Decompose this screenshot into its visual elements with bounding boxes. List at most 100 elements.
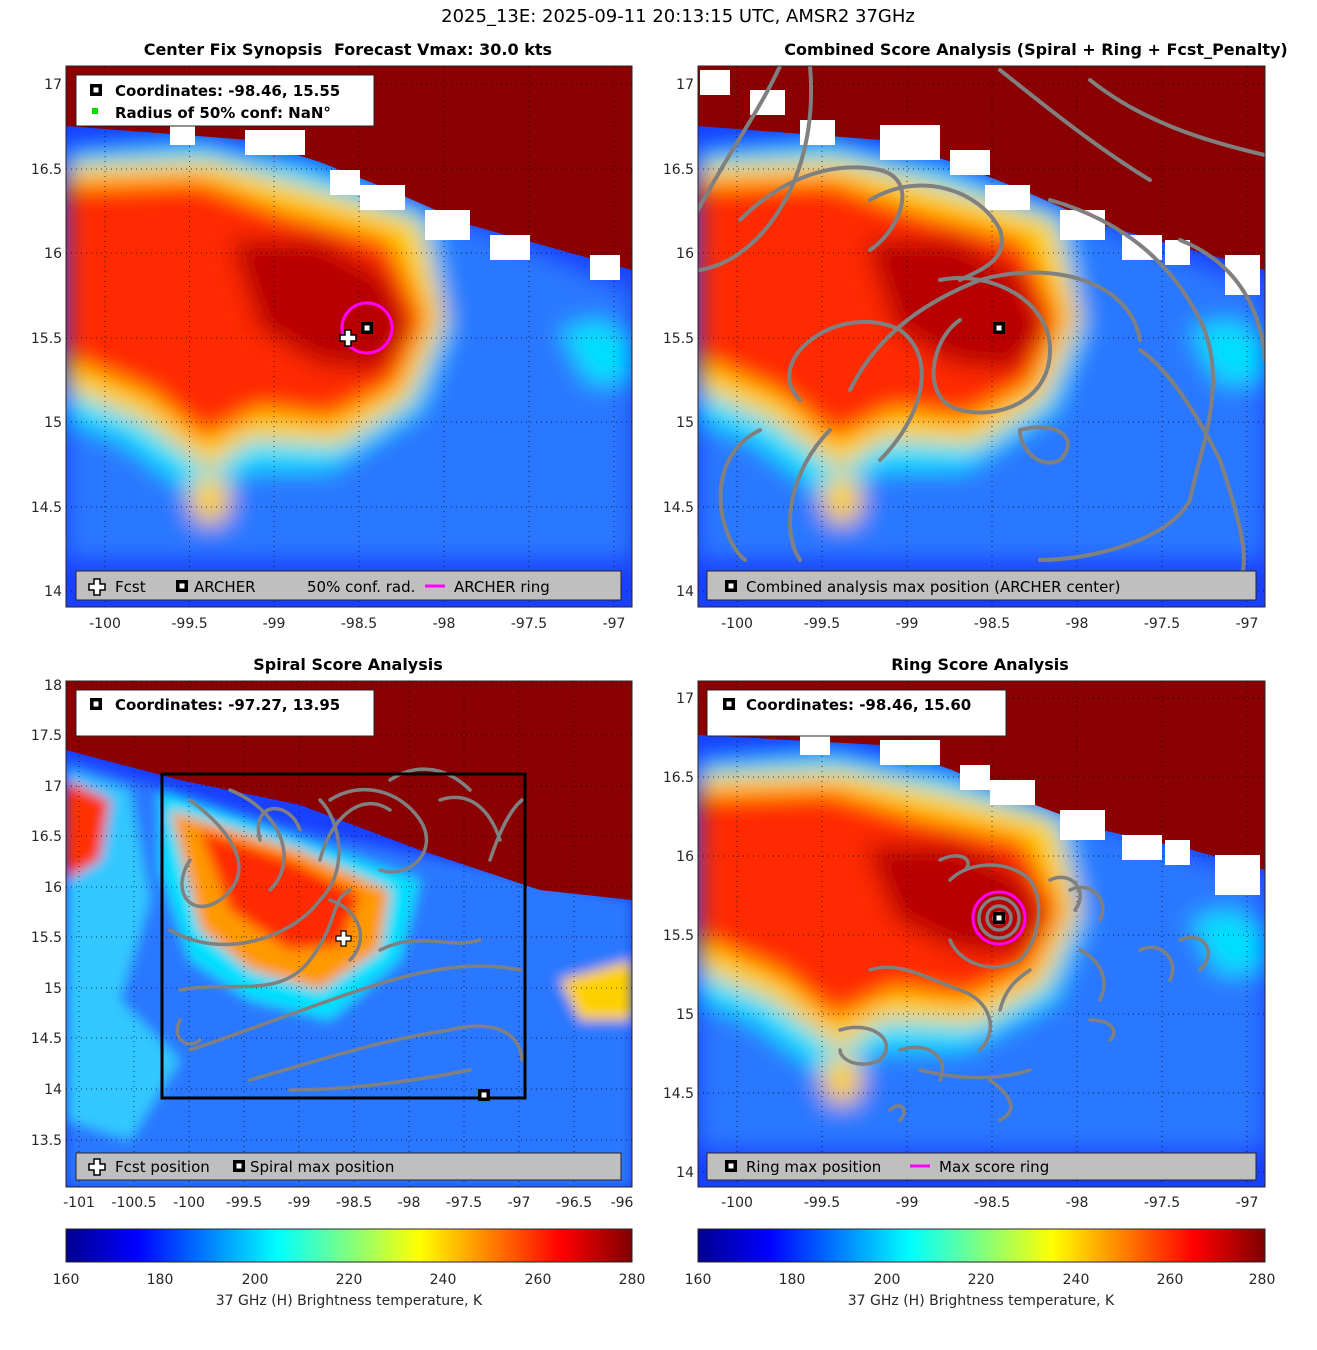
colorbar-tick: 260: [1157, 1272, 1184, 1288]
spiral-xtick: -97.5: [446, 1195, 482, 1211]
ring-xtick: -98.5: [974, 1195, 1010, 1211]
synopsis-ytick: 15: [44, 415, 62, 431]
ring-coordinates: Coordinates: -98.46, 15.60: [746, 696, 971, 714]
synopsis-xtick: -98: [433, 616, 456, 632]
synopsis-legend: Fcst ARCHER 50% conf. rad. ARCHER ring: [75, 570, 622, 601]
ring-contours: [838, 854, 1210, 1122]
synopsis-ytick: 14: [44, 584, 62, 600]
combined-ytick: 15.5: [663, 331, 694, 347]
combined-grid: [698, 66, 1265, 607]
spiral-search-box: [160, 772, 527, 1100]
spiral-xtick: -100: [173, 1195, 205, 1211]
spiral-xtick: -96: [611, 1195, 634, 1211]
synopsis-title: Center Fix Synopsis: [144, 40, 323, 59]
panel-spiral: Spiral Score Analysis: [31, 655, 634, 1211]
combined-ytick: 16: [676, 246, 694, 262]
spiral-ytick: 16: [44, 880, 62, 896]
combined-max-marker: [993, 322, 1005, 334]
colorbar-tick: 280: [619, 1272, 646, 1288]
spiral-title: Spiral Score Analysis: [253, 655, 443, 674]
combined-xtick: -99: [896, 616, 919, 632]
panel-synopsis: Center Fix Synopsis Forecast Vmax: 30.0 …: [31, 40, 633, 632]
ring-legend-ring: Max score ring: [939, 1158, 1049, 1176]
synopsis-xtick: -99: [263, 616, 286, 632]
ring-ytick: 16: [676, 849, 694, 865]
spiral-xtick: -99: [288, 1195, 311, 1211]
ring-missing-data: [800, 735, 1260, 895]
spiral-xtick: -101: [63, 1195, 95, 1211]
synopsis-missing-data: [170, 125, 620, 280]
spiral-legend-max: Spiral max position: [250, 1158, 394, 1176]
panel-ring: Ring Score Analysis: [663, 655, 1266, 1211]
spiral-xticks: -101 -100.5 -100 -99.5 -99 -98.5 -98 -97…: [63, 1195, 633, 1211]
spiral-legend-fcst: Fcst position: [115, 1158, 210, 1176]
spiral-max-marker: [478, 1089, 490, 1101]
synopsis-markers: [339, 301, 394, 355]
ring-info-box: Coordinates: -98.46, 15.60: [706, 689, 1007, 737]
spiral-ytick: 16.5: [31, 829, 62, 845]
combined-ytick: 14: [676, 584, 694, 600]
combined-ytick: 17: [676, 77, 694, 93]
spiral-xtick: -97: [508, 1195, 531, 1211]
synopsis-xtick: -99.5: [171, 616, 207, 632]
spiral-ytick: 18: [44, 678, 62, 694]
synopsis-xtick: -100: [89, 616, 121, 632]
synopsis-radius: Radius of 50% conf: NaN°: [115, 104, 331, 122]
ring-xtick: -98: [1066, 1195, 1089, 1211]
combined-missing-data: [700, 70, 1260, 295]
ring-xtick: -97.5: [1144, 1195, 1180, 1211]
synopsis-ytick: 16: [44, 246, 62, 262]
combined-ytick: 14.5: [663, 500, 694, 516]
synopsis-fcst-marker: [339, 329, 357, 347]
synopsis-legend-ring: ARCHER ring: [454, 578, 550, 596]
spiral-ytick: 17.5: [31, 728, 62, 744]
colorbar-tick: 200: [242, 1272, 269, 1288]
colorbar-tick: 220: [336, 1272, 363, 1288]
synopsis-yticks: 14 14.5 15 15.5 16 16.5 17: [31, 77, 62, 600]
ring-ytick: 17: [676, 691, 694, 707]
colorbar-label: 37 GHz (H) Brightness temperature, K: [848, 1293, 1115, 1309]
combined-ytick: 16.5: [663, 162, 694, 178]
combined-xtick: -98: [1066, 616, 1089, 632]
spiral-ytick: 13.5: [31, 1133, 62, 1149]
synopsis-heatmap: [66, 66, 632, 607]
spiral-legend: Fcst position Spiral max position: [75, 1152, 622, 1181]
synopsis-vmax: Forecast Vmax: 30.0 kts: [334, 40, 552, 59]
combined-legend-max: Combined analysis max position (ARCHER c…: [746, 578, 1120, 596]
synopsis-coordinates: Coordinates: -98.46, 15.55: [115, 82, 340, 100]
colorbar-tick: 180: [147, 1272, 174, 1288]
figure-title: 2025_13E: 2025-09-11 20:13:15 UTC, AMSR2…: [441, 6, 915, 27]
spiral-xtick: -98.5: [336, 1195, 372, 1211]
spiral-ytick: 15: [44, 981, 62, 997]
synopsis-info-box: Coordinates: -98.46, 15.55 Radius of 50%…: [75, 74, 375, 127]
colorbar-left: 160 180 200 220 240 260 280 37 GHz (H) B…: [53, 1228, 646, 1309]
ring-ytick: 14.5: [663, 1086, 694, 1102]
combined-legend: Combined analysis max position (ARCHER c…: [706, 570, 1257, 601]
spiral-xtick: -99.5: [226, 1195, 262, 1211]
spiral-ytick: 14: [44, 1082, 62, 1098]
ring-yticks: 14 14.5 15 15.5 16 16.5 17: [663, 691, 694, 1181]
ring-ytick: 14: [676, 1165, 694, 1181]
combined-xtick: -99.5: [804, 616, 840, 632]
combined-xticks: -100 -99.5 -99 -98.5 -98 -97.5 -97: [721, 616, 1258, 632]
ring-xtick: -99.5: [804, 1195, 840, 1211]
synopsis-ytick: 17: [44, 77, 62, 93]
synopsis-ytick: 15.5: [31, 331, 62, 347]
synopsis-legend-fcst: Fcst: [115, 578, 146, 596]
ring-ytick: 15.5: [663, 928, 694, 944]
ring-xticks: -100 -99.5 -99 -98.5 -98 -97.5 -97: [721, 1195, 1258, 1211]
ring-ytick: 15: [676, 1007, 694, 1023]
spiral-info-box: Coordinates: -97.27, 13.95: [75, 689, 375, 737]
ring-max-marker: [993, 912, 1005, 924]
colorbar-tick: 260: [525, 1272, 552, 1288]
combined-xtick: -97.5: [1144, 616, 1180, 632]
spiral-xtick: -100.5: [111, 1195, 156, 1211]
synopsis-xticks: -100 -99.5 -99 -98.5 -98 -97.5 -97: [89, 616, 625, 632]
spiral-coordinates: Coordinates: -97.27, 13.95: [115, 696, 340, 714]
ring-legend-max: Ring max position: [746, 1158, 881, 1176]
colorbar-tick: 180: [779, 1272, 806, 1288]
colorbar-tick: 160: [53, 1272, 80, 1288]
spiral-ytick: 15.5: [31, 930, 62, 946]
combined-title: Combined Score Analysis (Spiral + Ring +…: [784, 40, 1287, 59]
combined-ytick: 15: [676, 415, 694, 431]
